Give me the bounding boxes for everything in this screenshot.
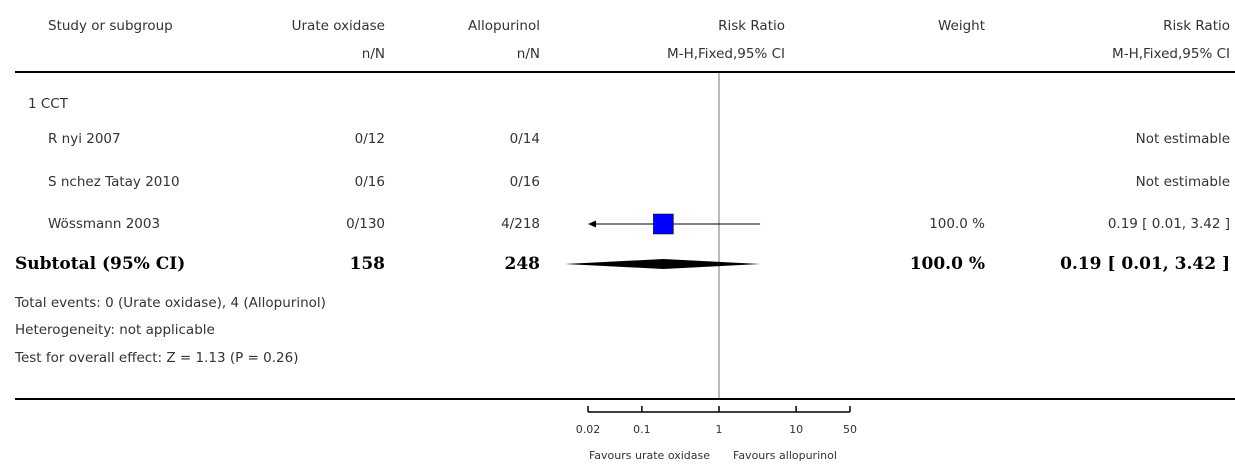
study-g2: 4/218 [501,216,540,232]
study-ci: Not estimable [1135,174,1230,190]
study-ci: 0.19 [ 0.01, 3.42 ] [1107,216,1230,232]
footer-rule [15,398,1235,400]
header-ratio-sub: M-H,Fixed,95% CI [667,46,785,62]
study-g1: 0/16 [354,174,385,190]
study-name: R nyi 2007 [48,131,121,147]
favours-left-label: Favours urate oxidase [588,449,710,462]
x-axis [587,406,851,413]
study-marker [653,213,674,235]
study-g2: 0/14 [509,131,540,147]
subtotal-ci: 0.19 [ 0.01, 3.42 ] [1060,254,1230,274]
tick-label: 0.02 [575,423,601,436]
ci-arrow-left [588,220,596,228]
favours-right-label: Favours allopurinol [733,449,837,462]
subtotal-g2: 248 [504,254,541,274]
tick-label: 0.1 [633,423,651,436]
footnote-events: Total events: 0 (Urate oxidase), 4 (Allo… [15,295,326,311]
tick-label: 50 [843,423,857,436]
tick-label: 10 [789,423,804,436]
footnote-overall: Test for overall effect: Z = 1.13 (P = 0… [15,350,299,366]
study-g1: 0/12 [354,131,385,147]
subtotal-weight: 100.0 % [909,254,985,274]
header-group1: Urate oxidase [291,18,385,34]
header-ratio: Risk Ratio [718,18,785,34]
header-group1-sub: n/N [361,46,385,62]
study-weight: 100.0 % [929,216,985,232]
header-group2: Allopurinol [468,18,540,34]
header-ratio2-sub: M-H,Fixed,95% CI [1112,46,1230,62]
subtotal-diamond [564,259,761,269]
study-name: Wössmann 2003 [48,216,161,232]
study-g1: 0/130 [346,216,385,232]
study-ci: Not estimable [1135,131,1230,147]
header-weight: Weight [937,18,985,34]
study-name: S nchez Tatay 2010 [48,174,180,190]
tick-label: 1 [715,423,723,436]
header-rule [15,71,1235,73]
subtotal-g1: 158 [349,254,386,274]
plot-marks [564,213,761,269]
subgroup-title: 1 CCT [28,96,68,112]
study-g2: 0/16 [509,174,540,190]
footnote-heterogeneity: Heterogeneity: not applicable [15,322,215,338]
header-study: Study or subgroup [48,18,173,34]
header-group2-sub: n/N [516,46,540,62]
subtotal-label: Subtotal (95% CI) [15,254,186,274]
header-ratio2: Risk Ratio [1163,18,1230,34]
